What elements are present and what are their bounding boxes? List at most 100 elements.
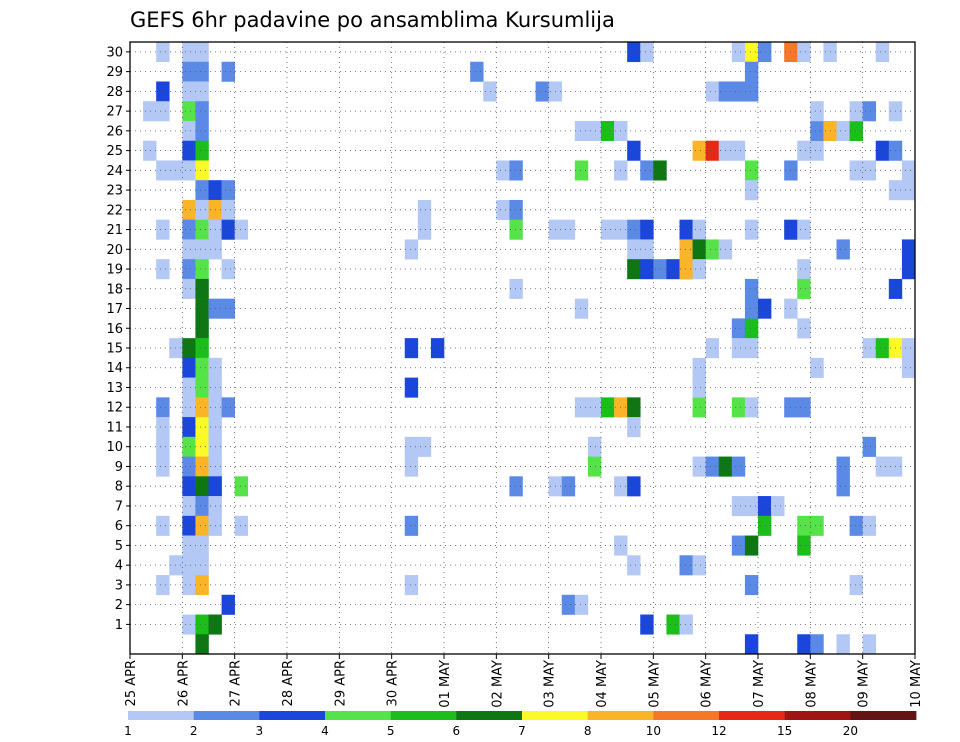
y-tick-label: 17	[106, 302, 123, 317]
y-tick-label: 20	[106, 243, 123, 258]
x-tick-label: 26 APR	[176, 660, 191, 706]
legend-label: 12	[711, 724, 726, 738]
heatmap-cell	[692, 456, 706, 477]
heatmap-cell	[849, 515, 863, 536]
heatmap-cell	[744, 42, 759, 63]
heatmap-cell	[221, 259, 235, 280]
heatmap-cell	[182, 436, 196, 457]
heatmap-cells	[143, 42, 916, 655]
heatmap-cell	[195, 298, 209, 319]
heatmap-cell	[195, 180, 209, 201]
heatmap-cell	[587, 120, 602, 142]
heatmap-cell	[430, 338, 445, 359]
x-tick-label: 07 MAY	[752, 660, 767, 708]
heatmap-cell	[535, 81, 549, 102]
heatmap-cell	[143, 101, 157, 122]
x-tick-label: 25 APR	[124, 660, 139, 706]
heatmap-cell	[627, 476, 641, 497]
legend-swatch	[390, 711, 457, 720]
heatmap-cell	[509, 199, 523, 220]
heatmap-cell	[156, 456, 170, 477]
heatmap-cell	[195, 476, 209, 497]
heatmap-cell	[587, 456, 602, 477]
heatmap-cell	[143, 140, 157, 161]
heatmap-cell	[234, 219, 249, 240]
heatmap-cell	[182, 199, 196, 220]
heatmap-cell	[627, 259, 641, 280]
heatmap-cell	[234, 476, 249, 497]
legend-swatch	[653, 711, 720, 720]
grid-lines	[130, 42, 915, 654]
y-tick-label: 15	[106, 342, 123, 357]
heatmap-cell	[404, 456, 419, 477]
heatmap-cell	[744, 81, 759, 102]
legend-label: 2	[190, 724, 198, 738]
heatmap-cell	[561, 476, 576, 497]
heatmap-cell	[195, 436, 209, 457]
y-tick-label: 29	[106, 65, 123, 80]
x-tick-label: 08 MAY	[804, 660, 819, 708]
legend-swatch	[325, 711, 392, 720]
heatmap-cell	[195, 535, 209, 556]
heatmap-cell	[182, 397, 196, 418]
x-tick-label: 28 APR	[281, 660, 296, 706]
heatmap-cell	[483, 81, 497, 102]
x-tick-label: 29 APR	[333, 660, 348, 706]
y-tick-label: 4	[115, 559, 123, 574]
heatmap-cell	[195, 199, 209, 220]
y-tick-label: 3	[115, 578, 123, 593]
heatmap-cell	[195, 101, 209, 122]
heatmap-cell	[156, 397, 170, 418]
heatmap-cell	[797, 634, 811, 655]
legend-label: 4	[321, 724, 329, 738]
heatmap-cell	[875, 140, 890, 161]
heatmap-cell	[470, 61, 484, 82]
heatmap-cell	[417, 199, 432, 220]
heatmap-cell	[797, 140, 811, 161]
heatmap-cell	[901, 239, 916, 260]
heatmap-cell	[574, 160, 589, 181]
plot-frame	[129, 41, 916, 655]
legend-label: 8	[584, 724, 592, 738]
heatmap-cell	[627, 239, 641, 260]
heatmap-cell	[195, 417, 209, 438]
heatmap-cell	[195, 338, 209, 359]
legend-swatch	[456, 711, 523, 720]
heatmap-cell	[640, 219, 654, 240]
heatmap-cell	[679, 239, 693, 260]
heatmap-cell	[404, 436, 419, 457]
heatmap-cell	[758, 42, 772, 63]
heatmap-cell	[862, 436, 877, 457]
heatmap-cell	[587, 436, 602, 457]
heatmap-cell	[404, 515, 419, 536]
heatmap-cell	[182, 120, 196, 142]
heatmap-cell	[404, 377, 419, 398]
heatmap-cell	[666, 259, 680, 280]
heatmap-cell	[797, 515, 811, 536]
heatmap-cell	[561, 594, 576, 615]
heatmap-cell	[731, 496, 746, 517]
heatmap-cell	[836, 239, 850, 260]
heatmap-cell	[156, 219, 170, 240]
heatmap-cell	[156, 259, 170, 280]
heatmap-cell	[731, 81, 746, 102]
heatmap-cell	[901, 259, 916, 280]
heatmap-cell	[744, 575, 759, 596]
heatmap-cell	[587, 397, 602, 418]
heatmap-cell	[601, 120, 615, 142]
heatmap-cell	[692, 555, 706, 576]
heatmap-cell	[156, 436, 170, 457]
heatmap-cell	[509, 160, 523, 181]
heatmap-cell	[862, 101, 877, 122]
heatmap-cell	[509, 219, 523, 240]
heatmap-cell	[574, 298, 589, 319]
heatmap-cell	[836, 456, 850, 477]
legend-swatch	[193, 711, 260, 720]
heatmap-cell	[836, 476, 850, 497]
y-tick-label: 11	[106, 420, 123, 435]
heatmap-cell	[640, 160, 654, 181]
x-tick-label: 02 MAY	[490, 660, 505, 708]
y-tick-label: 22	[106, 203, 123, 218]
heatmap-cell	[195, 456, 209, 477]
heatmap-cell	[692, 377, 706, 398]
